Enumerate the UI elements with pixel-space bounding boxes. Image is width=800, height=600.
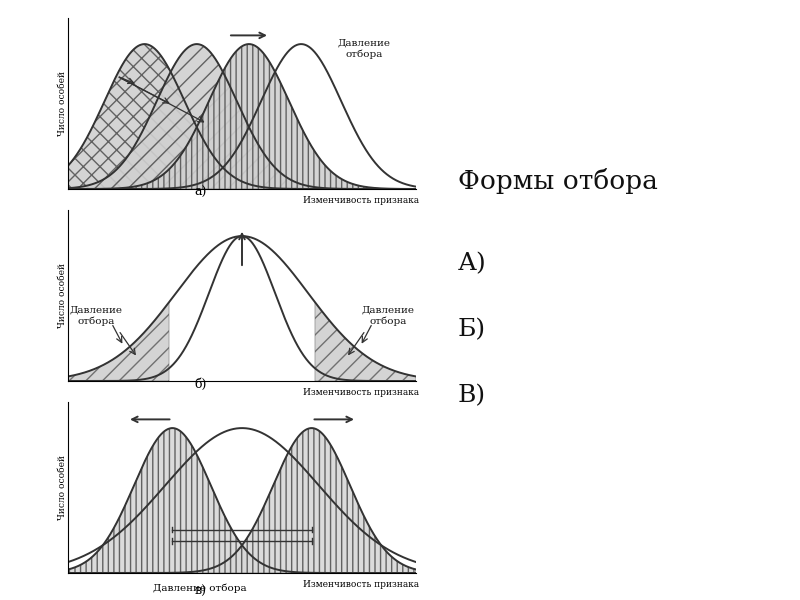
- Y-axis label: Число особей: Число особей: [58, 263, 66, 328]
- Text: В): В): [458, 384, 486, 407]
- Text: Давление
отбора: Давление отбора: [338, 38, 390, 59]
- Text: А): А): [458, 252, 486, 275]
- Text: Изменчивость признака: Изменчивость признака: [303, 388, 419, 397]
- Text: в): в): [194, 585, 206, 598]
- Text: Изменчивость признака: Изменчивость признака: [303, 580, 419, 589]
- Text: Давление
отбора: Давление отбора: [362, 305, 414, 326]
- Y-axis label: Число особей: Число особей: [58, 455, 66, 520]
- Y-axis label: Число особей: Число особей: [58, 71, 66, 136]
- Text: Формы отбора: Формы отбора: [458, 168, 658, 194]
- Text: Изменчивость признака: Изменчивость признака: [303, 196, 419, 205]
- Text: Б): Б): [458, 318, 486, 341]
- Text: Давление
отбора: Давление отбора: [70, 305, 122, 326]
- Text: б): б): [194, 378, 206, 391]
- Text: а): а): [194, 186, 206, 199]
- Text: Давление отбора: Давление отбора: [154, 583, 247, 593]
